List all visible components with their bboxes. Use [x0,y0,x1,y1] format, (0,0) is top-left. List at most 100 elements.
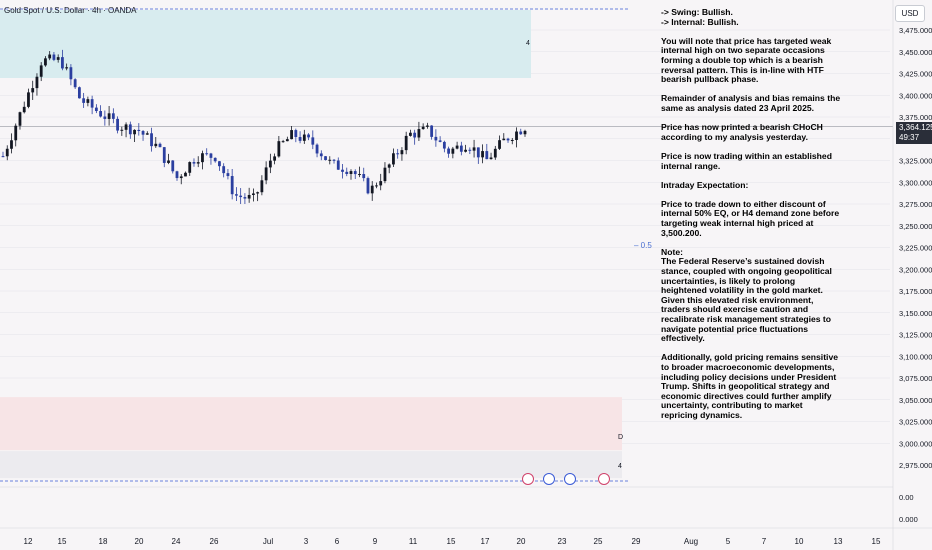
time-tick-label: Aug [684,537,698,546]
time-tick-label: 20 [517,537,526,546]
candle-body [73,79,77,88]
time-tick-label: 29 [632,537,641,546]
candle-body [256,192,260,194]
candle-body [222,166,226,174]
candle-body [379,181,383,186]
time-tick-label: 15 [447,537,456,546]
candle-body [409,132,412,136]
event-icon [543,473,555,485]
candle-body [285,139,289,142]
candle-body [290,130,293,140]
candle-body [307,134,310,138]
candle-body [196,162,200,164]
candle-body [243,197,247,199]
candle-body [116,118,119,131]
candle-body [226,173,230,177]
candle-body [349,171,353,174]
eq-level-value: 0.5 [640,241,652,250]
candle-body [298,137,302,141]
time-tick-label: 15 [872,537,881,546]
candle-body [184,172,187,177]
time-tick-label: 17 [481,537,490,546]
candle-body [264,167,268,181]
price-tick-label: 3,125.000 [899,331,932,340]
note-paragraph-8: Additionally, gold pricing remains sensi… [661,352,839,420]
candle-body [498,140,501,149]
candle-body [451,148,455,154]
candle-body [324,156,327,161]
candle-body [447,148,451,154]
candle-body [519,131,523,135]
candle-body [192,162,196,164]
note-paragraph-4: Price is now trading within an establish… [661,150,832,171]
candle-body [430,125,434,137]
candle-body [434,136,438,141]
candle-body [171,160,175,172]
chart-title: Gold Spot / U.S. Dollar · 4h · OANDA [4,6,137,15]
candle-body [277,141,281,157]
candle-body [489,157,493,160]
candle-body [455,145,459,149]
candle-body [61,57,64,69]
candle-body [260,180,264,193]
candle-body [417,129,421,138]
time-tick-label: 15 [58,537,67,546]
candle-body [273,156,277,161]
candle-body [18,112,22,126]
candle-body [167,160,170,163]
note-paragraph-5: Intraday Expectation: [661,179,749,190]
price-tick-label: 3,050.000 [899,396,932,405]
candle-body [82,98,86,103]
candle-body [362,174,366,179]
candle-body [442,141,446,149]
price-tick-label: 3,175.000 [899,287,932,296]
candle-body [294,130,298,138]
candle-body [476,147,480,158]
candle-body [31,88,35,93]
candle-body [77,87,81,99]
candle-body [124,124,128,130]
event-icon [522,473,534,485]
time-tick-label: 13 [834,537,843,546]
sub-tick-label: 0.000 [899,515,918,524]
currency-button[interactable]: USD [895,5,925,22]
note-paragraph-1: You will note that price has targeted we… [661,35,832,85]
time-tick-label: 6 [335,537,340,546]
price-tick-label: 3,075.000 [899,374,932,383]
note-paragraph-7: Note: The Federal Reserve’s sustained do… [661,246,832,344]
candle-body [56,57,60,60]
note-paragraph-0: -> Swing: Bullish. -> Internal: Bullish. [661,7,739,27]
eq-level-label: – 0.5 [634,241,652,250]
candle-body [213,157,217,162]
candle-body [14,125,18,141]
candle-body [201,153,204,163]
lower-zone [0,451,622,479]
price-tick-label: 3,275.000 [899,200,932,209]
note-paragraph-3: Price has now printed a bearish CHoCH ac… [661,122,823,142]
zone-top-marker: 4 [526,40,530,47]
time-tick-label: 9 [373,537,378,546]
price-tick-label: 3,225.000 [899,244,932,253]
candle-body [69,67,73,80]
price-tick-label: 3,450.000 [899,48,932,57]
candle-body [48,54,52,59]
candle-body [94,107,98,112]
candle-body [315,144,319,154]
event-icon [598,473,610,485]
zone-bottom-marker: D [618,434,624,441]
candle-body [137,129,141,132]
candle-body [65,67,69,69]
candle-body [332,159,336,161]
price-tick-label: 3,200.000 [899,265,932,274]
price-tick-label: 3,425.000 [899,70,932,79]
candle-body [387,164,391,168]
candle-body [481,151,484,158]
price-tick-label: 3,025.000 [899,418,932,427]
demand-zone [0,397,622,451]
time-tick-label: 23 [558,537,567,546]
candle-body [510,139,514,141]
candle-body [39,65,43,77]
candle-body [375,185,378,187]
price-axis [893,0,932,550]
